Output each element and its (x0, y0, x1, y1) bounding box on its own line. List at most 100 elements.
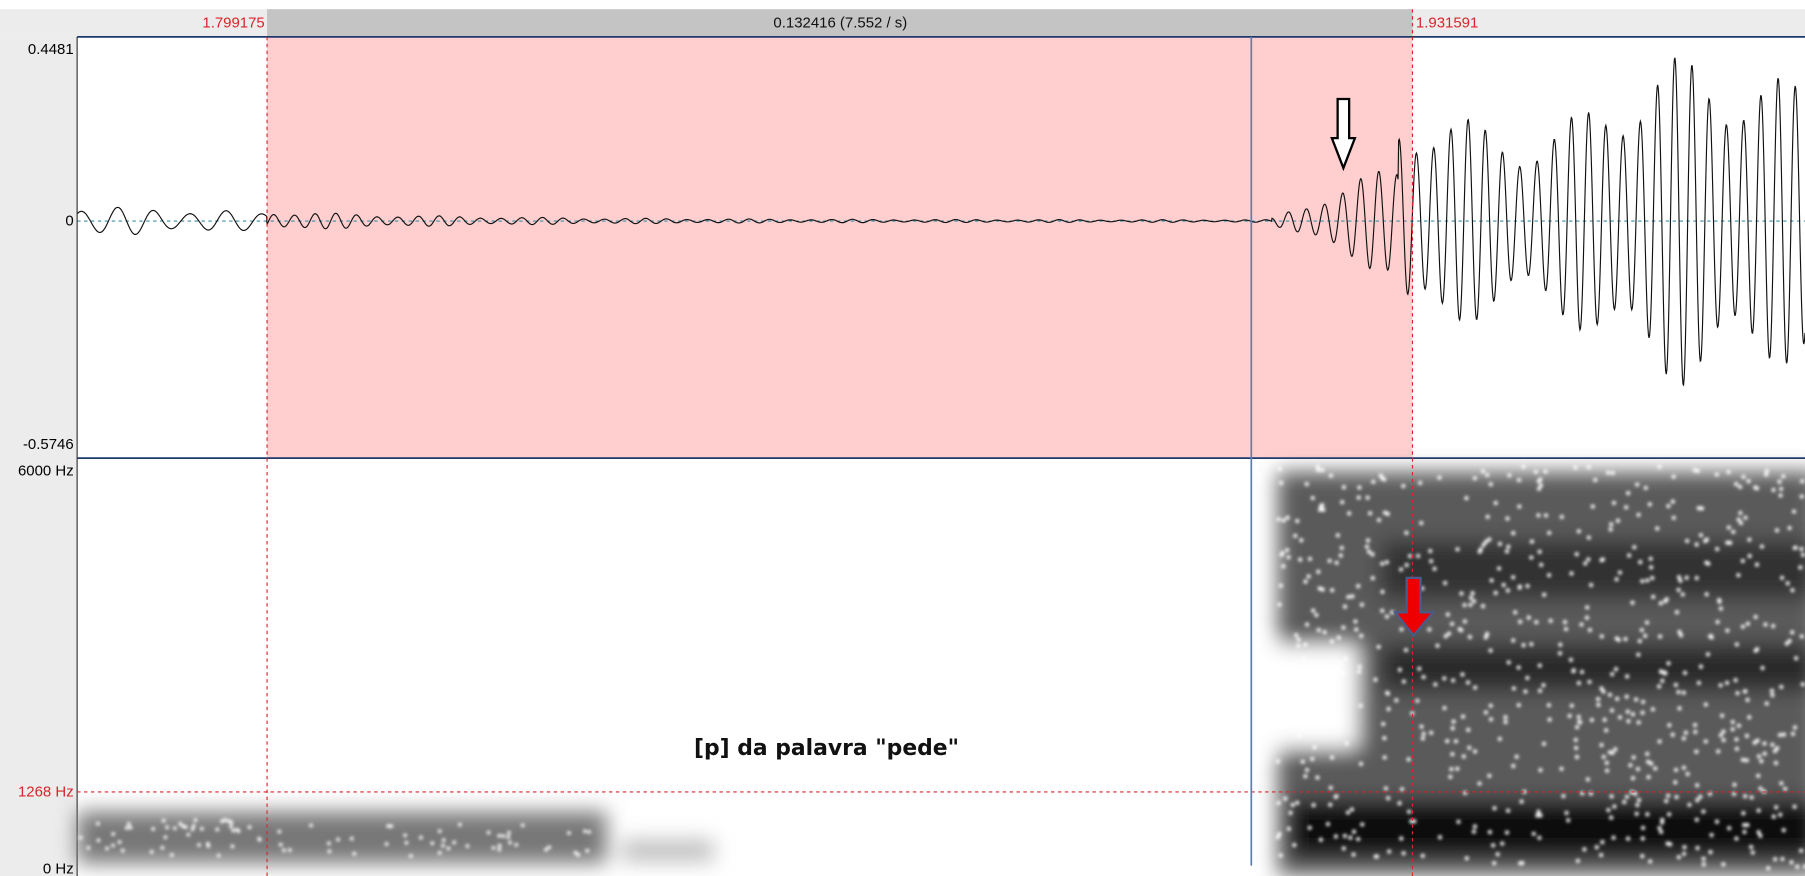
speckle (585, 848, 590, 853)
speckle (1356, 584, 1361, 589)
speckle (1640, 579, 1645, 584)
speckle (1380, 589, 1385, 594)
speckle (1487, 537, 1492, 542)
speckle (1790, 630, 1795, 635)
speckle (1685, 538, 1690, 544)
speckle (1503, 715, 1508, 720)
speckle (1634, 811, 1639, 816)
speckle (229, 824, 233, 829)
speckle (1608, 527, 1613, 532)
speckle (1443, 580, 1448, 586)
speckle (1614, 636, 1619, 641)
speckle (1330, 755, 1335, 760)
speckle (1506, 808, 1511, 813)
speckle (1780, 856, 1785, 862)
speckle (1277, 466, 1283, 471)
speckle (1543, 513, 1549, 518)
speckle (1344, 741, 1349, 746)
speckle (288, 848, 292, 852)
speckle (1497, 541, 1503, 547)
speckle (409, 854, 413, 858)
speckle (1758, 833, 1763, 838)
speckle (1622, 799, 1627, 805)
speckle (1645, 812, 1650, 817)
speckle (1457, 627, 1462, 632)
speckle (1799, 494, 1804, 499)
speckle (1795, 864, 1800, 869)
speckle (1625, 709, 1630, 714)
speckle (1525, 583, 1530, 589)
speckle (1275, 835, 1280, 840)
speckle (1655, 526, 1660, 531)
speckle (1314, 612, 1319, 618)
speckle (1769, 688, 1774, 693)
speckle (1773, 760, 1779, 766)
speckle (1701, 862, 1706, 867)
speckle (1485, 514, 1490, 519)
speckle (1373, 854, 1378, 859)
speckle (1721, 729, 1726, 734)
speckle (1681, 851, 1687, 856)
speckle (1749, 844, 1754, 850)
speckle (1692, 468, 1697, 473)
speckle (1582, 847, 1587, 852)
speckle (96, 821, 100, 826)
speckle (1721, 737, 1726, 743)
selection-start: 1.799175 (202, 15, 264, 32)
speckle (1340, 670, 1345, 675)
speckle (1733, 678, 1738, 683)
speckle (149, 850, 154, 854)
speckle (163, 835, 168, 840)
speckle (1734, 737, 1739, 742)
speckle (1734, 746, 1739, 751)
speckle (1736, 517, 1741, 522)
speckle (190, 827, 195, 832)
speckle (1286, 826, 1291, 831)
speckle (1673, 767, 1679, 773)
annotation: [p] da palavra "pede" (694, 736, 959, 761)
wave-max: 0.4481 (28, 41, 74, 58)
speckle (1421, 731, 1426, 736)
speckle (1630, 776, 1636, 781)
speckle (1356, 669, 1362, 674)
speckle (1599, 742, 1604, 748)
speckle (1307, 825, 1312, 830)
selection-bar[interactable] (267, 9, 1413, 37)
speckle (1315, 464, 1320, 469)
speckle (1771, 487, 1776, 493)
speckle (1483, 635, 1488, 640)
speckle (1328, 802, 1333, 807)
speckle (215, 827, 220, 832)
speckle (117, 840, 122, 844)
speckle (78, 835, 83, 840)
speckle (1777, 479, 1782, 484)
speckle (1437, 475, 1442, 480)
speckle (1293, 686, 1298, 691)
speckle (1343, 656, 1348, 662)
speckle (508, 840, 512, 845)
speckle (1304, 622, 1310, 627)
speckle (1448, 774, 1453, 779)
speckle (1382, 477, 1387, 482)
speckle (1307, 556, 1313, 561)
speckle (1727, 826, 1732, 831)
speckle (1575, 858, 1580, 863)
speckle (1677, 706, 1682, 711)
speckle (1695, 783, 1700, 788)
speckle (1585, 777, 1590, 782)
speckle (1473, 749, 1478, 754)
speckle (1604, 728, 1609, 733)
speckle (1311, 803, 1316, 808)
speckle (1529, 539, 1535, 544)
speckle (1342, 604, 1348, 609)
speckle (120, 848, 125, 853)
speckle (197, 843, 201, 847)
speckle (1386, 706, 1391, 712)
speckle (1694, 542, 1699, 547)
speckle (1557, 651, 1563, 656)
speckle (1658, 669, 1664, 674)
speckle (1623, 637, 1628, 642)
speckle (1599, 686, 1604, 691)
speckle (247, 825, 252, 830)
speckle (1505, 588, 1510, 593)
